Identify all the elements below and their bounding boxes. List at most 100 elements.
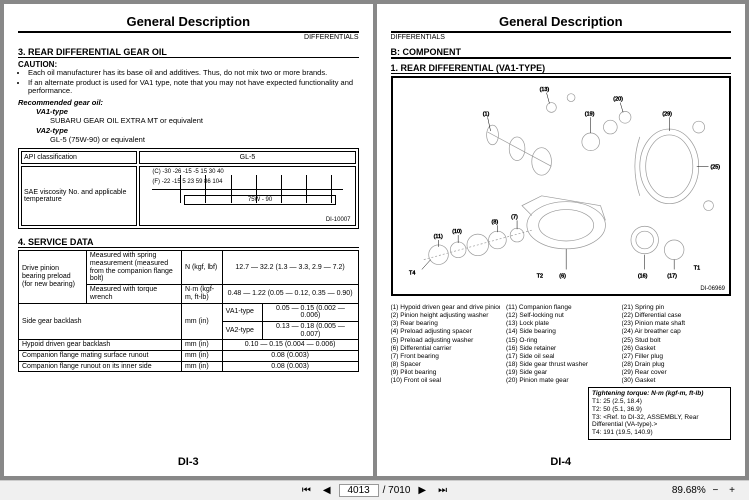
part-item: (17) Side oil seal — [506, 353, 616, 361]
torque-value: T2: 50 (5.1, 36.9) — [592, 406, 727, 414]
part-item: (26) Gasket — [622, 345, 732, 353]
subsection-heading: 1. REAR DIFFERENTIAL (VA1-TYPE) — [391, 63, 732, 74]
svg-text:T2: T2 — [536, 273, 542, 279]
torque-title: Tightening torque: N·m (kgf-m, ft-lb) — [592, 390, 727, 398]
page-total: / 7010 — [383, 485, 411, 496]
oil-spec: VA1-type SUBARU GEAR OIL EXTRA MT or equ… — [36, 107, 359, 145]
component-heading: B: COMPONENT — [391, 47, 732, 59]
service-data-table: Drive pinion bearing preload (for new be… — [18, 250, 359, 372]
torque-value: T3: <Ref. to DI-32, ASSEMBLY, Rear Diffe… — [592, 414, 727, 430]
part-item: (11) Companion flange — [506, 304, 616, 312]
table-cell: mm (in) — [181, 303, 222, 340]
table-cell: mm (in) — [181, 361, 222, 372]
status-bar: ⏮ ◀ / 7010 ▶ ⏭ 89.68% − + — [0, 480, 749, 500]
spec-value: GL-5 (75W-90) or equivalent — [50, 135, 359, 144]
page-title: General Description — [18, 14, 359, 29]
part-item: (12) Self-locking nut — [506, 312, 616, 320]
part-item: (25) Stud bolt — [622, 337, 732, 345]
document-viewer: General Description DIFFERENTIALS 3. REA… — [0, 0, 749, 480]
svg-text:(17): (17) — [667, 273, 677, 279]
part-item: (21) Spring pin — [622, 304, 732, 312]
part-item: (14) Side bearing — [506, 328, 616, 336]
page-section: DIFFERENTIALS — [391, 31, 732, 41]
zoom-out-button[interactable]: − — [709, 485, 723, 496]
sae-viscosity-label: SAE viscosity No. and applicable tempera… — [21, 166, 137, 226]
recommended-oil-label: Recommended gear oil: — [18, 98, 359, 107]
part-item: (24) Air breather cap — [622, 328, 732, 336]
part-item: (15) O-ring — [506, 337, 616, 345]
svg-text:(11): (11) — [433, 234, 442, 240]
part-item: (1) Hypoid driven gear and drive pinion … — [391, 304, 501, 312]
caution-item: If an alternate product is used for VA1 … — [28, 79, 359, 96]
table-cell: VA1-type — [222, 303, 263, 321]
svg-text:T1: T1 — [693, 265, 699, 271]
chart-code: DI-10007 — [326, 217, 351, 223]
spec-type: VA2-type — [36, 126, 359, 135]
first-page-button[interactable]: ⏮ — [298, 485, 315, 496]
table-cell: 0.13 — 0.18 (0.005 — 0.007) — [263, 321, 358, 339]
last-page-button[interactable]: ⏭ — [434, 485, 451, 496]
part-item: (27) Filler plug — [622, 353, 732, 361]
part-item: (16) Side retainer — [506, 345, 616, 353]
section-4-heading: 4. SERVICE DATA — [18, 237, 359, 248]
svg-text:(19): (19) — [584, 111, 594, 117]
table-cell: Companion flange runout on its inner sid… — [19, 361, 182, 372]
torque-box: Tightening torque: N·m (kgf-m, ft-lb) T1… — [588, 387, 731, 440]
svg-text:(6): (6) — [559, 273, 566, 279]
page-number: DI-4 — [377, 456, 746, 468]
svg-text:(10): (10) — [452, 229, 462, 235]
page-input[interactable] — [339, 484, 379, 497]
table-cell: Drive pinion bearing preload (for new be… — [19, 251, 87, 303]
part-item: (5) Preload adjusting washer — [391, 337, 501, 345]
diagram-svg: (1) (11) T4 (6) (29) (25) (16) (19) (13)… — [393, 78, 730, 294]
spec-type: VA1-type — [36, 107, 359, 116]
part-item: (7) Front bearing — [391, 353, 501, 361]
svg-text:(1): (1) — [482, 111, 489, 117]
table-cell: 12.7 — 32.2 (1.3 — 3.3, 2.9 — 7.2) — [222, 251, 358, 285]
table-cell: Companion flange mating surface runout — [19, 350, 182, 361]
table-cell: mm (in) — [181, 350, 222, 361]
next-page-button[interactable]: ▶ — [414, 485, 430, 496]
table-cell: Side gear backlash — [19, 303, 182, 340]
api-classification-label: API classification — [21, 151, 137, 164]
table-cell: VA2-type — [222, 321, 263, 339]
svg-text:(25): (25) — [710, 164, 720, 170]
viscosity-table: API classification GL-5 SAE viscosity No… — [18, 148, 359, 229]
viscosity-chart-cell: (C) -30 -26 -15 -5 15 30 40 (F) -22 -15 … — [139, 166, 355, 226]
parts-section: (1) Hypoid driven gear and drive pinion … — [391, 300, 732, 385]
table-cell: 0.10 — 0.15 (0.004 — 0.006) — [222, 340, 358, 351]
page-section: DIFFERENTIALS — [18, 31, 359, 41]
part-item: (10) Front oil seal — [391, 377, 501, 385]
exploded-diagram: (1) (11) T4 (6) (29) (25) (16) (19) (13)… — [391, 76, 732, 296]
part-item: (30) Gasket — [622, 377, 732, 385]
part-item: (19) Side gear — [506, 369, 616, 377]
svg-text:(29): (29) — [662, 111, 672, 117]
page-di-4: General Description DIFFERENTIALS B: COM… — [377, 4, 746, 476]
caution-list: Each oil manufacturer has its base oil a… — [28, 69, 359, 96]
table-cell: Measured with spring measurement (measur… — [86, 251, 181, 285]
prev-page-button[interactable]: ◀ — [319, 485, 335, 496]
section-3-heading: 3. REAR DIFFERENTIAL GEAR OIL — [18, 47, 359, 58]
part-item: (6) Differential carrier — [391, 345, 501, 353]
viscosity-band: 75W - 90 — [184, 195, 335, 205]
caution-item: Each oil manufacturer has its base oil a… — [28, 69, 359, 78]
page-di-3: General Description DIFFERENTIALS 3. REA… — [4, 4, 373, 476]
part-item: (20) Pinion mate gear — [506, 377, 616, 385]
zoom-controls: 89.68% − + — [672, 485, 739, 496]
table-cell: N (kgf, lbf) — [181, 251, 222, 285]
part-item: (9) Pilot bearing — [391, 369, 501, 377]
part-item: (13) Lock plate — [506, 320, 616, 328]
torque-value: T4: 191 (19.5, 140.9) — [592, 429, 727, 437]
zoom-in-button[interactable]: + — [725, 485, 739, 496]
page-title: General Description — [391, 14, 732, 29]
part-item: (23) Pinion mate shaft — [622, 320, 732, 328]
torque-value: T1: 25 (2.5, 18.4) — [592, 398, 727, 406]
part-item: (29) Rear cover — [622, 369, 732, 377]
table-cell: N·m (kgf-m, ft-lb) — [181, 285, 222, 303]
spec-value: SUBARU GEAR OIL EXTRA MT or equivalent — [50, 116, 359, 125]
table-cell: Hypoid driven gear backlash — [19, 340, 182, 351]
part-item: (8) Spacer — [391, 361, 501, 369]
svg-text:(8): (8) — [491, 219, 498, 225]
svg-text:(20): (20) — [613, 97, 623, 103]
table-cell: 0.48 — 1.22 (0.05 — 0.12, 0.35 — 0.90) — [222, 285, 358, 303]
